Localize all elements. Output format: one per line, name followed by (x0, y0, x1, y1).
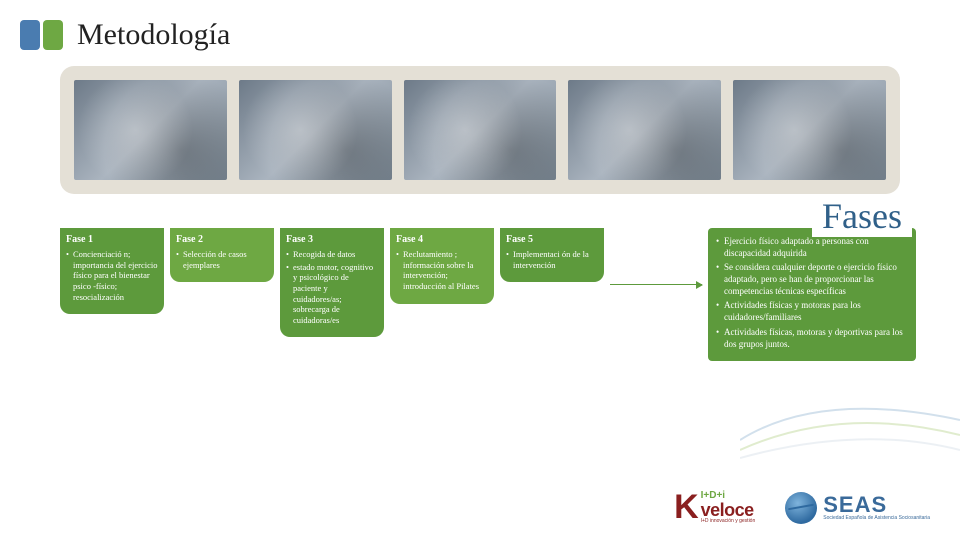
phase-bullet: Reclutamiento ; información sobre la int… (396, 249, 488, 292)
fases-heading: Fases (812, 195, 912, 237)
kveloce-sub: I+D innovación y gestión (701, 519, 756, 524)
phase-bullets: Recogida de datos estado motor, cognitivo… (286, 249, 378, 325)
phase-bullets: Concienciació n; importancia del ejercic… (66, 249, 158, 302)
phase-4: Fase 4 Reclutamiento ; información sobre … (390, 228, 494, 304)
slide-header: Metodología (0, 0, 960, 52)
arrow-icon (610, 284, 702, 285)
logo-kveloce: K I+D+i veloce I+D innovación y gestión (674, 491, 755, 524)
phase-title: Fase 3 (286, 234, 378, 245)
phase-bullets: Implementaci ón de la intervención (506, 249, 598, 270)
result-bullets: Ejercicio físico adaptado a personas con… (716, 236, 908, 350)
phase-3: Fase 3 Recogida de datos estado motor, cog… (280, 228, 384, 337)
photo-1 (74, 80, 227, 180)
logo-seas: SEAS Sociedad Española de Asistencia Soc… (785, 492, 930, 524)
page-title: Metodología (77, 18, 230, 52)
phase-bullets: Reclutamiento ; información sobre la int… (396, 249, 488, 292)
bar-blue (20, 20, 40, 50)
kveloce-name: veloce (701, 501, 756, 519)
phase-title: Fase 1 (66, 234, 158, 245)
phase-bullet: Implementaci ón de la intervención (506, 249, 598, 270)
result-bullet: Ejercicio físico adaptado a personas con… (716, 236, 908, 259)
phase-title: Fase 5 (506, 234, 598, 245)
phase-bullet: estado motor, cognitivo y psicológico de… (286, 262, 378, 326)
result-bullet: Se considera cualquier deporte o ejercic… (716, 262, 908, 297)
result-bullet: Actividades físicas y motoras para los c… (716, 300, 908, 323)
phase-bullet: Concienciació n; importancia del ejercic… (66, 249, 158, 302)
photo-5 (733, 80, 886, 180)
result-bullet: Actividades físicas, motoras y deportiva… (716, 327, 908, 350)
globe-icon (785, 492, 817, 524)
phase-title: Fase 4 (396, 234, 488, 245)
phase-2: Fase 2 Selección de casos ejemplares (170, 228, 274, 282)
phase-bullet: Recogida de datos (286, 249, 378, 260)
phase-bullet: Selección de casos ejemplares (176, 249, 268, 270)
photo-4 (568, 80, 721, 180)
seas-name: SEAS (823, 494, 930, 516)
photo-3 (404, 80, 557, 180)
photo-2 (239, 80, 392, 180)
kveloce-k-icon: K (674, 494, 699, 521)
logos: K I+D+i veloce I+D innovación y gestión … (674, 491, 930, 524)
photo-strip (60, 66, 900, 194)
title-accent-bars (20, 20, 63, 50)
decorative-swoosh (740, 370, 960, 460)
seas-sub: Sociedad Española de Asistencia Sociosan… (823, 516, 930, 521)
phase-5: Fase 5 Implementaci ón de la intervención (500, 228, 604, 282)
result-box: Ejercicio físico adaptado a personas con… (708, 228, 916, 361)
bar-green (43, 20, 63, 50)
phase-1: Fase 1 Concienciació n; importancia del e… (60, 228, 164, 314)
phase-bullets: Selección de casos ejemplares (176, 249, 268, 270)
phase-title: Fase 2 (176, 234, 268, 245)
